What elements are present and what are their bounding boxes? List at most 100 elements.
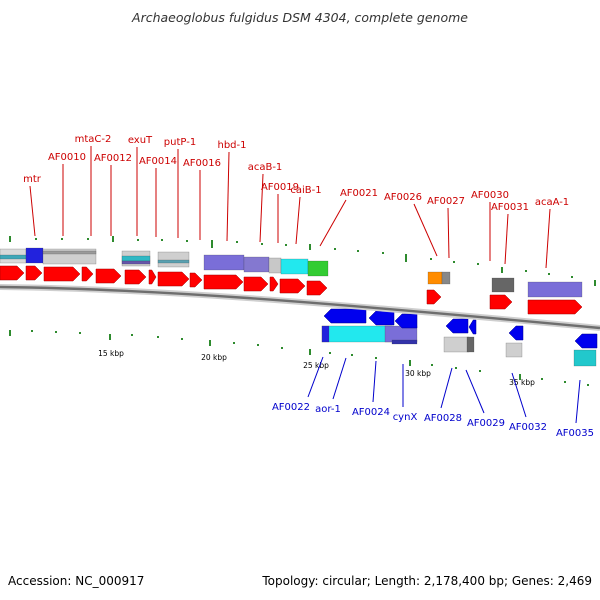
feature-bar — [427, 271, 443, 285]
forward-gene-arrow — [269, 276, 279, 292]
scale-label: 25 kbp — [303, 361, 329, 370]
scale-label: 15 kbp — [98, 349, 124, 358]
label-leader — [413, 203, 438, 257]
forward-gene-arrow — [279, 278, 306, 294]
reverse-gene-arrow — [368, 310, 395, 326]
reverse-gene-label: AF0029 — [467, 418, 505, 429]
reverse-gene-arrow — [394, 313, 418, 329]
inner-tick-track — [9, 330, 589, 386]
feature-bar — [307, 260, 329, 277]
forward-gene-label: AF0012 — [94, 153, 132, 164]
label-leader — [575, 379, 581, 424]
label-leader — [226, 151, 230, 242]
feature-bar — [268, 257, 282, 274]
forward-gene-label: putP-1 — [164, 137, 196, 148]
feature-bar — [443, 336, 470, 353]
forward-gene-label: hbd-1 — [217, 140, 246, 151]
forward-gene-label: AF0027 — [427, 196, 465, 207]
feature-bar — [391, 339, 418, 345]
feature-bar — [157, 259, 190, 264]
feature-track — [0, 247, 597, 367]
forward-gene-arrow — [81, 266, 94, 282]
topology-text: Topology: circular; Length: 2,178,400 bp… — [261, 574, 592, 588]
reverse-gene-arrow — [574, 333, 598, 349]
forward-gene-label: AF0031 — [491, 202, 529, 213]
feature-bar — [573, 349, 597, 367]
label-leader — [332, 357, 347, 400]
label-leader — [447, 207, 450, 259]
label-leader — [511, 372, 527, 418]
forward-gene-label: mtr — [23, 174, 42, 185]
reverse-gene-label: AF0022 — [272, 402, 310, 413]
feature-bar — [0, 254, 27, 260]
feature-bar — [491, 277, 515, 293]
reverse-gene-label: AF0024 — [352, 407, 390, 418]
label-leader — [295, 196, 301, 245]
label-leader — [465, 369, 485, 414]
forward-gene-arrow — [243, 276, 269, 292]
forward-gene-arrow — [306, 280, 328, 296]
forward-gene-arrow — [489, 294, 513, 310]
forward-gene-label: caiB-1 — [290, 185, 321, 196]
forward-gene-label: AF0026 — [384, 192, 422, 203]
label-leader — [319, 199, 347, 247]
accession-text: Accession: NC_000917 — [8, 574, 144, 588]
forward-gene-arrow — [148, 269, 157, 285]
feature-bar — [280, 258, 309, 275]
feature-bar — [157, 251, 190, 268]
label-leader — [307, 356, 324, 398]
scale-label: 35 kbp — [509, 378, 535, 387]
forward-gene-arrow — [527, 299, 583, 315]
label-leader — [440, 367, 453, 409]
label-leader — [259, 173, 264, 243]
feature-bar — [243, 256, 270, 273]
forward-gene-label: exuT — [128, 135, 153, 146]
gene-track — [0, 265, 598, 349]
forward-gene-label: AF0016 — [183, 158, 221, 169]
feature-bar — [384, 325, 418, 343]
feature-bar — [321, 325, 393, 343]
forward-gene-label: mtaC-2 — [75, 134, 112, 145]
forward-gene-label: AF0010 — [48, 152, 86, 163]
feature-bar — [42, 250, 97, 255]
reverse-gene-label: cynX — [393, 412, 418, 423]
scale-label: 30 kbp — [405, 369, 431, 378]
feature-bar — [466, 336, 475, 353]
reverse-gene-label: AF0028 — [424, 413, 462, 424]
reverse-gene-label: AF0035 — [556, 428, 594, 439]
map-title: Archaeoglobus fulgidus DSM 4304, complet… — [131, 10, 468, 25]
forward-gene-arrow — [124, 269, 147, 285]
feature-bar — [527, 281, 583, 298]
feature-bar — [321, 325, 330, 343]
feature-bar — [505, 342, 523, 358]
label-leader — [545, 208, 551, 269]
forward-gene-arrow — [25, 265, 43, 281]
forward-gene-arrow — [189, 272, 203, 288]
label-leader — [372, 360, 377, 403]
feature-bar — [203, 254, 245, 271]
gene-labels: mtr AF0010 mtaC-2 AF0012 exuT AF0014 putP-1 AF0… — [23, 134, 594, 439]
forward-gene-arrow — [426, 289, 442, 305]
forward-gene-arrow — [0, 265, 25, 281]
forward-gene-label: AF0030 — [471, 190, 509, 201]
forward-gene-arrow — [95, 268, 122, 284]
reverse-gene-arrow — [445, 318, 469, 334]
reverse-gene-arrow — [323, 308, 367, 324]
genome-backbone-line — [0, 285, 600, 330]
feature-bar — [25, 247, 44, 264]
reverse-gene-label: aor-1 — [315, 404, 341, 415]
forward-gene-arrow — [157, 271, 190, 287]
feature-bar — [441, 271, 451, 285]
label-leader — [29, 185, 36, 237]
reverse-gene-arrow — [508, 325, 524, 341]
forward-gene-arrow — [203, 274, 244, 290]
forward-gene-label: AF0019 — [261, 182, 299, 193]
feature-bar — [121, 255, 151, 262]
scale-label: 20 kbp — [201, 353, 227, 362]
reverse-gene-label: AF0032 — [509, 422, 547, 433]
feature-bar — [121, 260, 151, 265]
forward-gene-label: AF0014 — [139, 156, 177, 167]
forward-gene-arrow — [43, 266, 81, 282]
genome-backbone — [0, 284, 600, 331]
